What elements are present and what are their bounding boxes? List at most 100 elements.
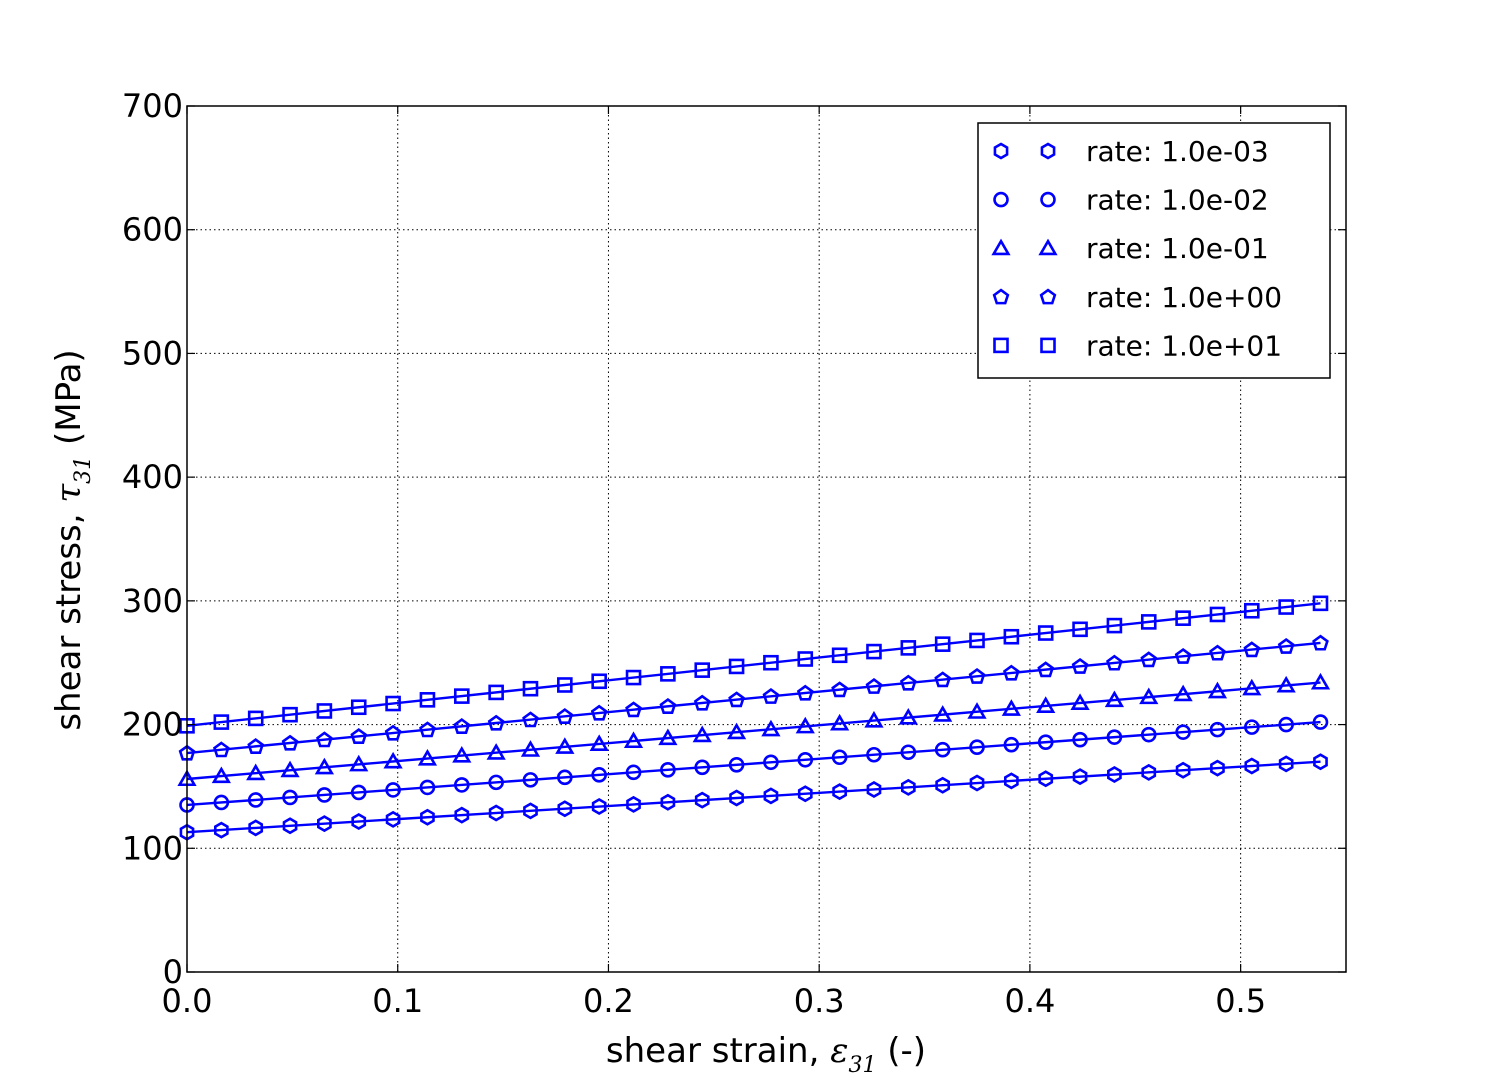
data-point: [625, 701, 642, 718]
data-point: [1209, 606, 1226, 623]
data-point: [728, 658, 745, 675]
data-point: [1140, 614, 1157, 630]
data-point: [1278, 755, 1294, 773]
data-point: [556, 708, 574, 724]
series-pentagon: [178, 634, 1329, 761]
data-point: [1278, 716, 1294, 733]
data-point: [1175, 610, 1191, 626]
data-point: [282, 817, 298, 835]
data-point: [726, 722, 747, 740]
data-point: [1071, 657, 1089, 674]
data-point: [487, 714, 505, 731]
data-point: [1276, 675, 1296, 693]
data-point: [728, 756, 745, 773]
data-point: [282, 706, 298, 723]
data-point: [247, 710, 264, 727]
legend-entry: rate: 1.0e+01: [993, 329, 1282, 362]
legend-marker: [1039, 288, 1057, 305]
data-point: [247, 738, 265, 754]
data-point: [934, 636, 951, 652]
data-point: [1277, 637, 1295, 654]
data-point: [935, 776, 951, 794]
data-point: [625, 764, 642, 781]
data-point: [520, 740, 541, 757]
series-line: [186, 760, 1321, 834]
data-point: [969, 632, 985, 649]
data-point: [967, 702, 987, 719]
data-point: [969, 774, 985, 792]
data-point: [831, 681, 848, 698]
x-tick-label: 0.2: [583, 982, 634, 1020]
legend-entry: rate: 1.0e-03: [993, 135, 1269, 168]
y-axis-title: shear stress, τ31 (MPa): [49, 349, 96, 730]
y-tick-labels: 0 100 200 300 400 500 600 700: [122, 87, 183, 991]
data-point: [1175, 761, 1191, 779]
x-tick-label: 0.3: [794, 982, 845, 1020]
x-tick-label: 0.0: [162, 982, 213, 1020]
data-point: [1243, 641, 1261, 658]
data-point: [316, 703, 333, 719]
data-point: [900, 778, 916, 796]
legend-marker: [993, 337, 1009, 354]
data-point: [591, 673, 607, 690]
data-point: [589, 734, 609, 751]
data-point: [728, 691, 745, 708]
data-point: [1037, 661, 1055, 678]
data-point: [1141, 763, 1157, 781]
data-point: [866, 643, 882, 660]
data-point: [1107, 766, 1122, 784]
data-point: [1139, 687, 1159, 705]
data-point: [694, 662, 711, 678]
data-point: [557, 677, 573, 693]
data-point: [317, 815, 332, 833]
legend-box: [977, 122, 1331, 379]
data-point: [933, 705, 953, 722]
data-point: [1037, 734, 1054, 750]
data-point: [417, 748, 438, 766]
data-point: [1072, 621, 1088, 638]
data-point: [660, 762, 676, 778]
data-point: [694, 791, 710, 809]
data-point: [1210, 759, 1225, 777]
data-point: [385, 695, 401, 712]
x-tick-label: 0.4: [1004, 982, 1055, 1020]
data-point: [625, 669, 642, 686]
data-point: [899, 674, 917, 691]
data-point: [1312, 634, 1329, 651]
data-point: [1002, 664, 1020, 681]
y-tick-label: 500: [122, 334, 183, 372]
legend-marker: [1040, 191, 1056, 208]
data-point: [1242, 678, 1262, 696]
data-point: [1106, 654, 1123, 671]
data-point: [968, 667, 986, 684]
data-point: [384, 724, 402, 741]
x-tick-label: 0.1: [372, 982, 423, 1020]
data-point: [831, 749, 848, 766]
data-point: [934, 671, 952, 688]
x-tick-labels: 0.0 0.1 0.2 0.3 0.4 0.5: [162, 982, 1267, 1020]
data-point: [385, 782, 401, 798]
data-point: [452, 746, 472, 763]
data-point: [795, 716, 815, 734]
data-point: [314, 757, 335, 775]
data-point: [247, 792, 264, 808]
data-point: [1003, 772, 1019, 790]
legend-label: rate: 1.0e-01: [1086, 232, 1269, 265]
data-point: [693, 694, 711, 711]
legend: rate: 1.0e-03 rate: 1.0e-02 rate: 1.0e-01 r…: [977, 122, 1331, 379]
y-tick-label: 200: [122, 706, 183, 744]
data-point: [623, 731, 644, 749]
legend-entry: rate: 1.0e+00: [992, 281, 1282, 314]
data-point: [419, 721, 436, 738]
data-point: [1244, 602, 1260, 619]
data-point: [555, 737, 575, 754]
data-point: [900, 744, 917, 761]
data-point: [488, 684, 504, 701]
data-point: [1140, 726, 1157, 743]
series-line: [186, 602, 1321, 728]
legend-entry: rate: 1.0e-02: [993, 184, 1269, 217]
series-line: [186, 720, 1321, 807]
y-tick-label: 0: [163, 953, 183, 991]
data-point: [763, 654, 779, 671]
data-point: [692, 725, 712, 743]
